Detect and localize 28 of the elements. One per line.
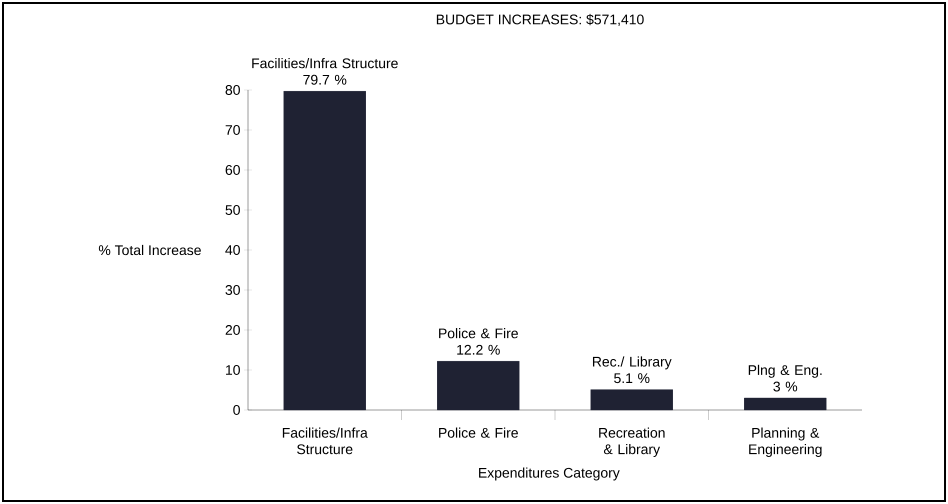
y-tick-label: 10 — [226, 365, 240, 375]
data-label: 5.1 % — [614, 373, 650, 384]
y-tick-label: 60 — [226, 165, 240, 175]
y-axis-title: % Total Increase — [98, 244, 201, 256]
y-tick-label: 50 — [226, 205, 240, 215]
y-tick-label: 40 — [225, 245, 240, 255]
x-tick-label: Planning & Engineering — [749, 428, 822, 457]
bar — [437, 361, 520, 410]
data-label: 12.2 % — [457, 344, 500, 355]
y-tick-label: 0 — [233, 405, 240, 415]
data-label: 79.7 % — [303, 74, 346, 85]
annotation: Facilities/Infra Structure — [252, 58, 398, 68]
annotation: Plng & Eng. — [748, 364, 822, 378]
y-tick-label: 20 — [226, 325, 240, 335]
y-tick-label: 80 — [226, 85, 240, 95]
y-tick-label: 70 — [226, 125, 240, 135]
x-tick-label: Facilities/Infra Structure — [282, 428, 368, 454]
x-tick-label: Recreation & Library — [599, 428, 665, 457]
y-tick-label: 30 — [225, 285, 240, 295]
annotation: Police & Fire — [439, 328, 518, 338]
bar — [590, 389, 673, 410]
bar — [284, 91, 366, 410]
x-tick-label: Police & Fire — [439, 428, 518, 438]
data-label: 3 % — [773, 382, 798, 392]
chart-title: BUDGET INCREASES: $571,410 — [436, 14, 644, 26]
x-axis-title: Expenditures Category — [479, 467, 620, 480]
annotation: Rec./ Library — [592, 356, 672, 370]
bar — [744, 398, 826, 410]
